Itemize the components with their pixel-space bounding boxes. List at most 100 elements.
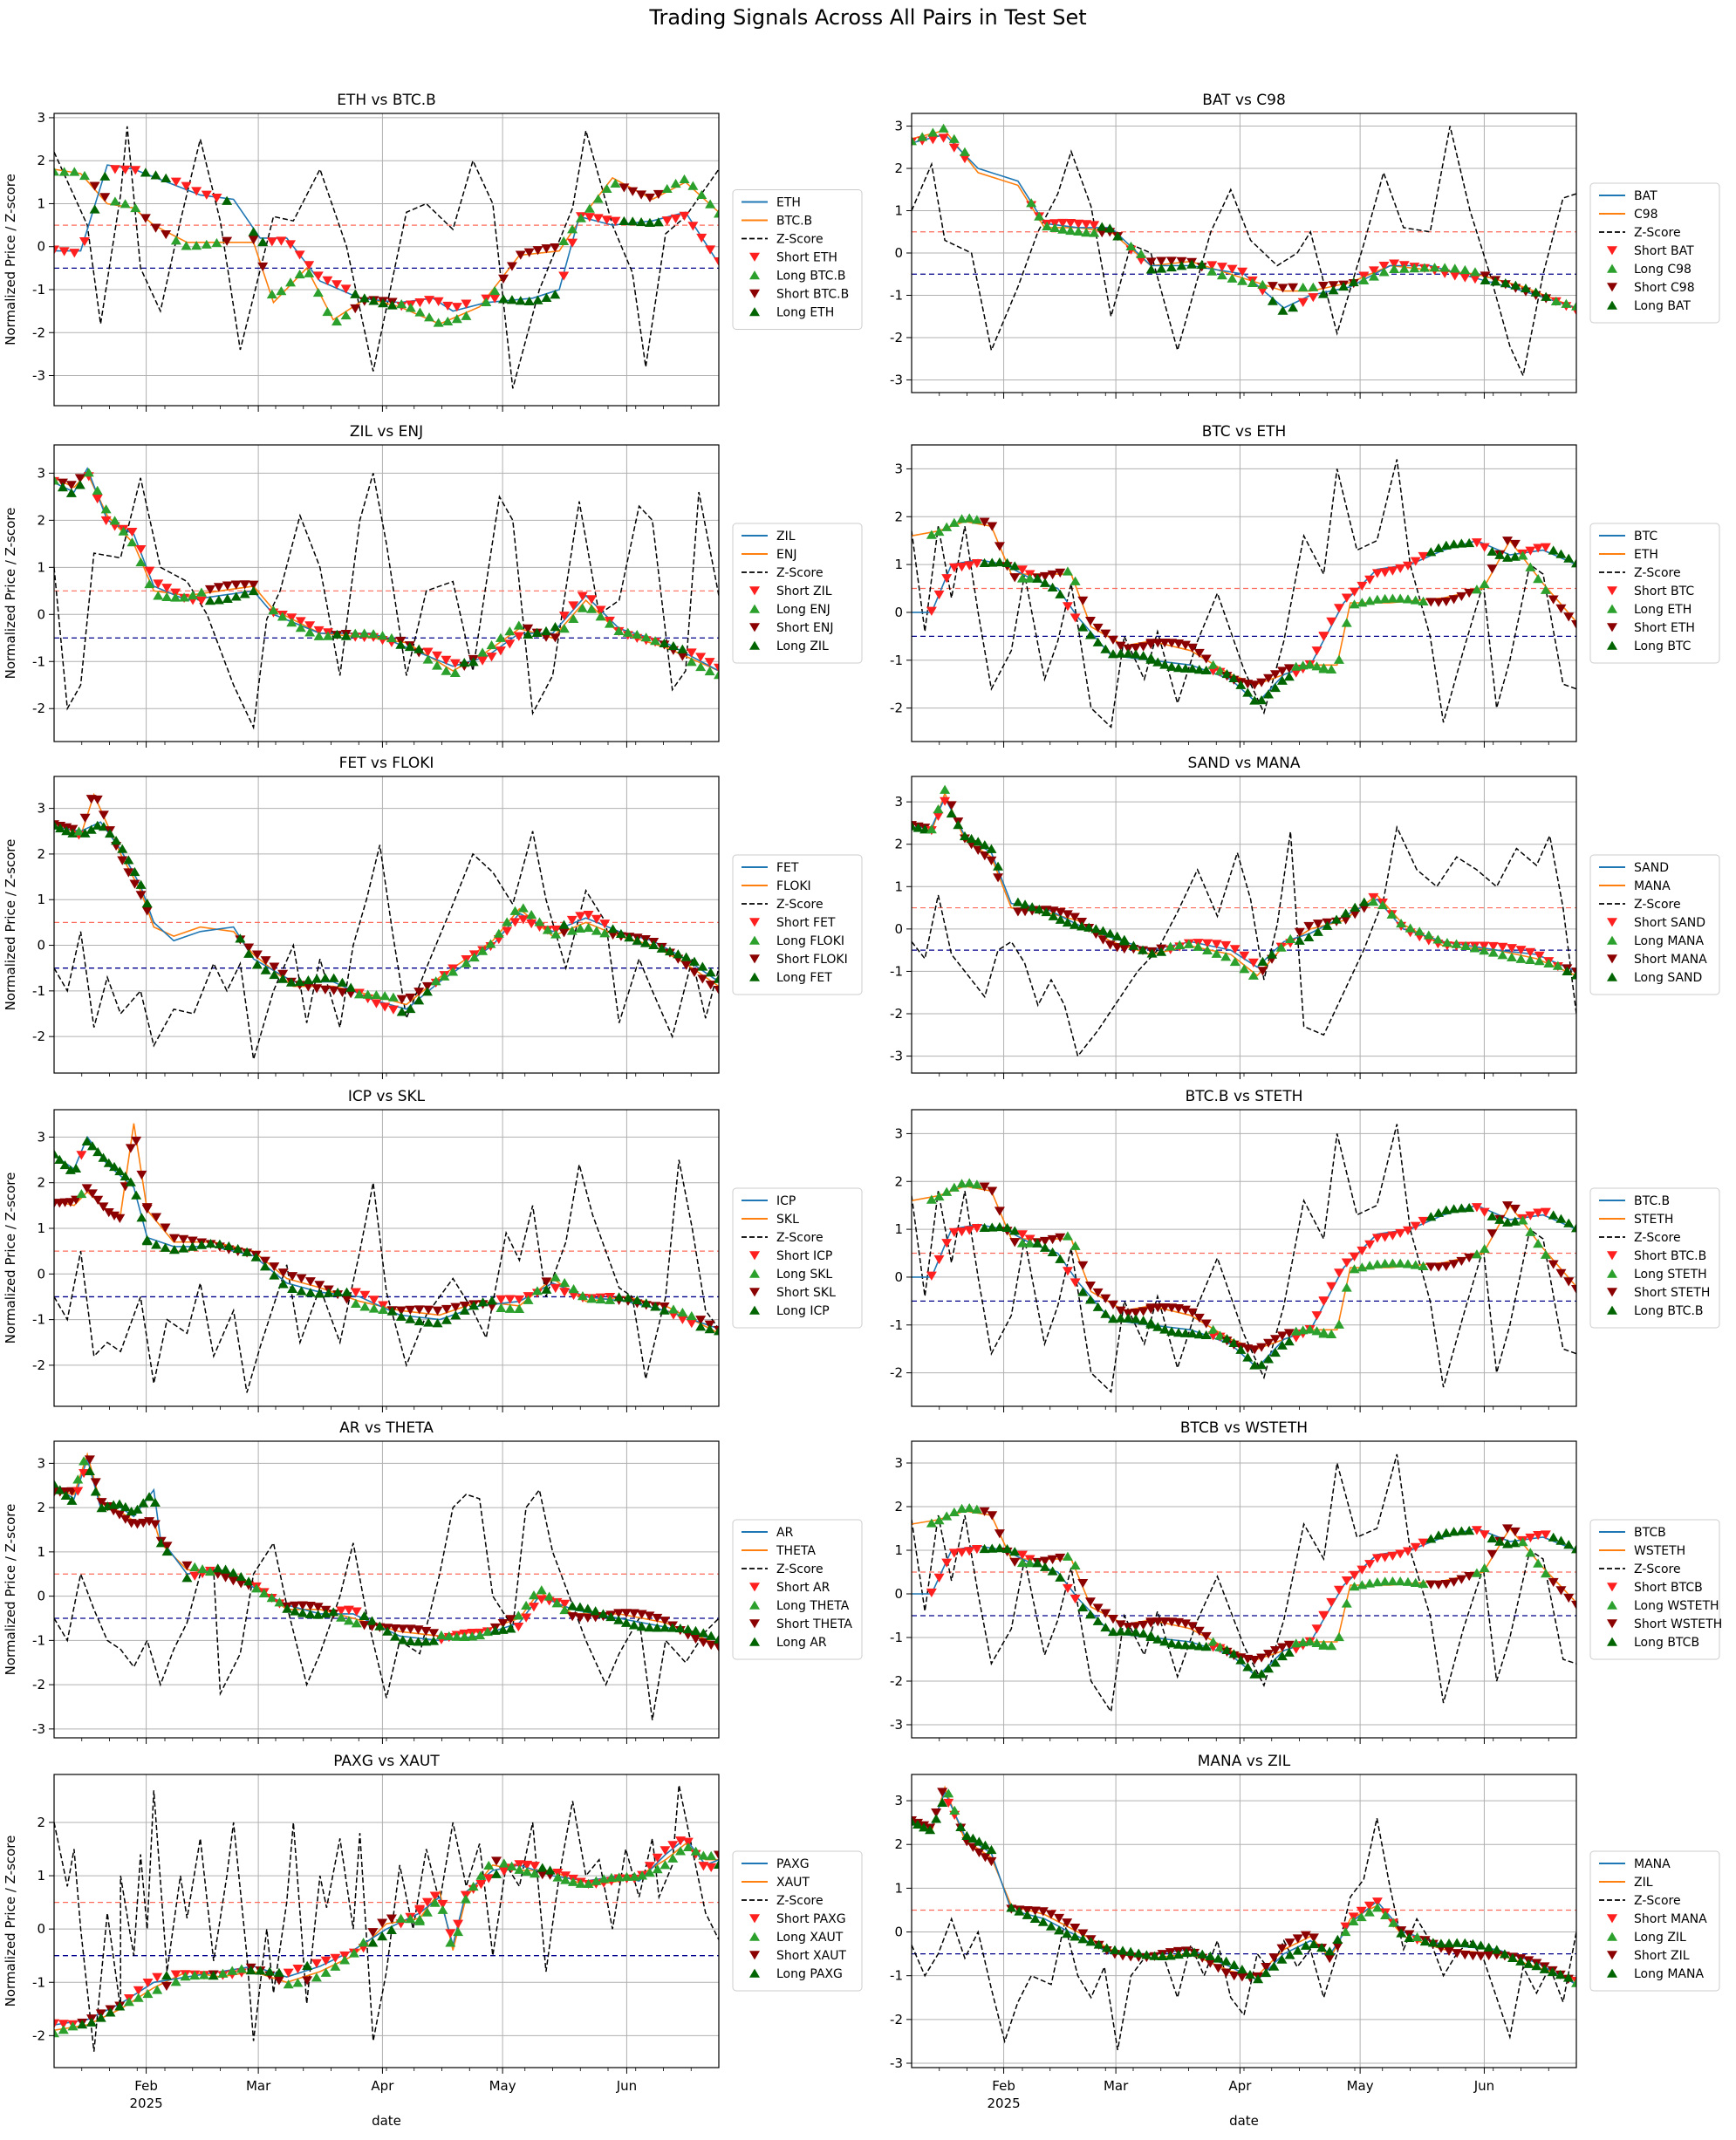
long-a-marker	[1249, 695, 1261, 705]
short-b-marker	[303, 982, 314, 992]
long-b-marker	[486, 639, 497, 650]
long-b-marker	[964, 1502, 975, 1513]
short-b-marker	[1509, 539, 1521, 550]
long-a-marker	[1197, 1949, 1208, 1959]
short-a-marker	[76, 1151, 87, 1160]
long-b-marker	[1459, 264, 1471, 275]
short-b-marker	[1115, 1306, 1126, 1316]
long-b-marker	[109, 516, 120, 525]
long-a-marker	[1123, 1313, 1134, 1323]
short-b-marker	[714, 986, 719, 995]
long-a-marker	[1001, 1543, 1013, 1554]
long-b-marker	[941, 1186, 953, 1196]
long-b-marker	[568, 613, 579, 623]
long-b-marker	[468, 952, 480, 962]
long-b-marker	[439, 971, 450, 981]
long-a-marker	[1303, 932, 1315, 942]
short-b-marker	[389, 1624, 400, 1634]
short-b-marker	[1138, 1307, 1149, 1316]
y-tick-label: 3	[37, 1129, 45, 1145]
short-b-marker	[187, 1236, 198, 1246]
legend-label: Long THETA	[776, 1599, 850, 1613]
plot-area	[912, 459, 1576, 729]
long-b-marker	[592, 194, 604, 203]
long-a-marker	[1125, 1946, 1137, 1956]
short-b-marker	[1487, 1229, 1498, 1239]
short-a-marker	[941, 574, 953, 584]
long-a-marker	[1440, 1205, 1452, 1214]
short-b-marker	[688, 967, 700, 977]
long-b-marker	[1348, 1916, 1359, 1926]
short-b-marker	[1292, 1934, 1303, 1944]
long-a-marker	[1509, 1216, 1521, 1226]
short-b-marker	[1502, 537, 1514, 546]
long-a-marker	[243, 948, 255, 958]
short-a-marker	[181, 181, 192, 191]
short-b-marker	[1483, 1951, 1494, 1961]
long-a-marker	[161, 1546, 173, 1556]
short-b-marker	[1440, 597, 1452, 607]
long-b-marker	[460, 1894, 471, 1904]
short-a-marker	[495, 646, 506, 656]
legend-key-marker	[1607, 604, 1617, 613]
short-b-marker	[644, 1611, 655, 1621]
long-a-marker	[541, 626, 552, 636]
y-tick-label: 3	[894, 794, 903, 810]
long-b-marker	[1311, 1326, 1323, 1336]
long-a-marker	[1166, 1326, 1178, 1336]
short-a-marker	[1471, 538, 1482, 548]
legend-label: THETA	[776, 1544, 816, 1558]
short-b-marker	[1509, 1204, 1521, 1214]
y-tick-label: 0	[37, 239, 45, 255]
x-axis-label: date	[1229, 2113, 1259, 2129]
long-b-marker	[1326, 1641, 1337, 1651]
short-b-marker	[1107, 1614, 1118, 1624]
legend-label: MANA	[1634, 879, 1671, 893]
zscore-line	[54, 831, 719, 1060]
long-b-marker	[283, 1979, 294, 1989]
long-a-marker	[57, 482, 68, 492]
y-tick-label: 0	[894, 605, 903, 620]
y-tick-label: 2	[894, 837, 903, 852]
short-b-marker	[1269, 1335, 1281, 1344]
long-b-marker	[514, 1303, 525, 1313]
short-a-marker	[583, 911, 594, 920]
long-b-marker	[1449, 263, 1460, 273]
long-b-marker	[1552, 961, 1563, 970]
short-b-marker	[498, 274, 509, 284]
long-a-marker	[389, 1631, 400, 1641]
long-b-marker	[277, 612, 288, 621]
long-a-marker	[236, 1571, 247, 1582]
long-a-marker	[664, 946, 675, 956]
long-b-marker	[560, 1875, 571, 1884]
long-b-marker	[467, 1631, 478, 1641]
y-tick-label: -1	[890, 1317, 903, 1333]
short-b-marker	[103, 1208, 114, 1218]
long-a-marker	[138, 1498, 149, 1508]
long-b-marker	[126, 537, 138, 547]
short-b-marker	[979, 517, 990, 527]
long-b-marker	[595, 612, 606, 621]
y-tick-label: 2	[894, 509, 903, 524]
asset-a-line	[54, 821, 719, 1010]
long-b-marker	[1042, 221, 1053, 231]
long-a-marker	[302, 1960, 313, 1970]
long-a-marker	[141, 1236, 153, 1246]
long-b-marker	[1318, 1329, 1329, 1338]
long-b-marker	[1318, 664, 1329, 673]
short-a-marker	[1062, 602, 1073, 612]
legend-frame	[732, 523, 863, 664]
long-a-marker	[1152, 1322, 1164, 1331]
short-b-marker	[1456, 1256, 1467, 1267]
short-b-marker	[1269, 1645, 1281, 1656]
short-a-marker	[421, 1897, 433, 1907]
long-a-marker	[71, 1163, 82, 1173]
long-b-marker	[1533, 574, 1544, 584]
short-a-marker	[926, 606, 937, 616]
y-tick-label: -1	[32, 983, 45, 999]
long-a-marker	[1062, 917, 1073, 927]
long-b-marker	[123, 1997, 134, 2007]
short-a-marker	[1387, 1551, 1398, 1561]
